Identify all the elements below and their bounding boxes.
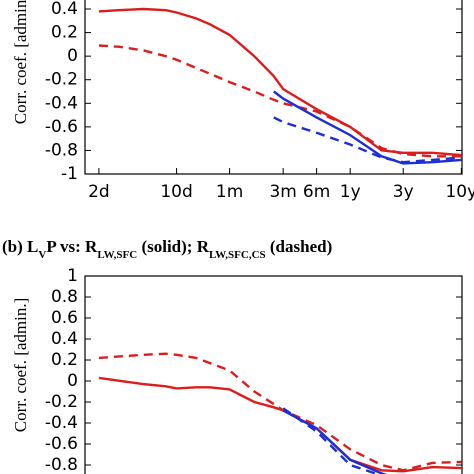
y-tick-label: -0.4: [45, 93, 78, 113]
y-tick-label: 0.6: [51, 308, 78, 328]
panel-title: (b) LVP vs: RLW,SFC (solid); RLW,SFC,CS …: [2, 237, 332, 261]
series-line: [98, 44, 462, 158]
plot-area: [98, 352, 462, 474]
series-line: [273, 116, 462, 164]
x-tick-label: 1m: [216, 182, 243, 202]
series-line: [98, 7, 462, 157]
series-line: [273, 90, 462, 165]
title-part: LW,SFC: [97, 249, 137, 261]
series-line: [282, 407, 381, 474]
plot-frame: [84, 275, 463, 474]
series-line: [98, 376, 462, 473]
y-tick-label: 0: [67, 46, 78, 66]
y-tick-label: 0.4: [51, 329, 78, 349]
y-tick-label: 0.4: [51, 0, 78, 19]
y-axis-label: Corr. coef. [admin.]: [11, 0, 30, 124]
y-tick-label: -0.4: [45, 413, 78, 433]
series-line: [98, 352, 462, 472]
y-tick-label: 1: [67, 266, 78, 286]
x-tick-label: 2d: [88, 182, 110, 202]
y-tick-label: -0.2: [45, 392, 78, 412]
series-line: [282, 409, 388, 474]
title-part: LW,SFC,CS: [209, 249, 266, 261]
y-tick-label: -0.2: [45, 70, 78, 90]
x-tick-label: 1y: [340, 182, 361, 202]
title-part: P vs: R: [46, 237, 98, 256]
title-part: (solid); R: [137, 237, 210, 256]
x-tick-label: 10y: [445, 182, 474, 202]
y-tick-label: 0: [67, 371, 78, 391]
title-part: (dashed): [266, 237, 333, 256]
x-tick-label: 3y: [393, 182, 414, 202]
y-tick-label: 0.2: [51, 23, 78, 43]
x-tick-label: 3m: [269, 182, 296, 202]
title-part: V: [38, 249, 46, 261]
plot-area: [98, 7, 462, 165]
x-tick-label: 6m: [303, 182, 330, 202]
y-axis-label: Corr. coef. [admin.]: [11, 298, 30, 433]
y-tick-label: 0.8: [51, 287, 78, 307]
x-tick-label: 10d: [160, 182, 192, 202]
title-part: (b) L: [2, 237, 38, 256]
y-tick-label: 0.2: [51, 350, 78, 370]
y-tick-label: -1: [61, 164, 78, 184]
y-tick-label: -0.6: [45, 434, 78, 454]
y-tick-label: -0.6: [45, 117, 78, 137]
y-tick-label: -0.8: [45, 455, 78, 474]
y-tick-label: -0.8: [45, 140, 78, 160]
plot-frame: [84, 0, 463, 175]
